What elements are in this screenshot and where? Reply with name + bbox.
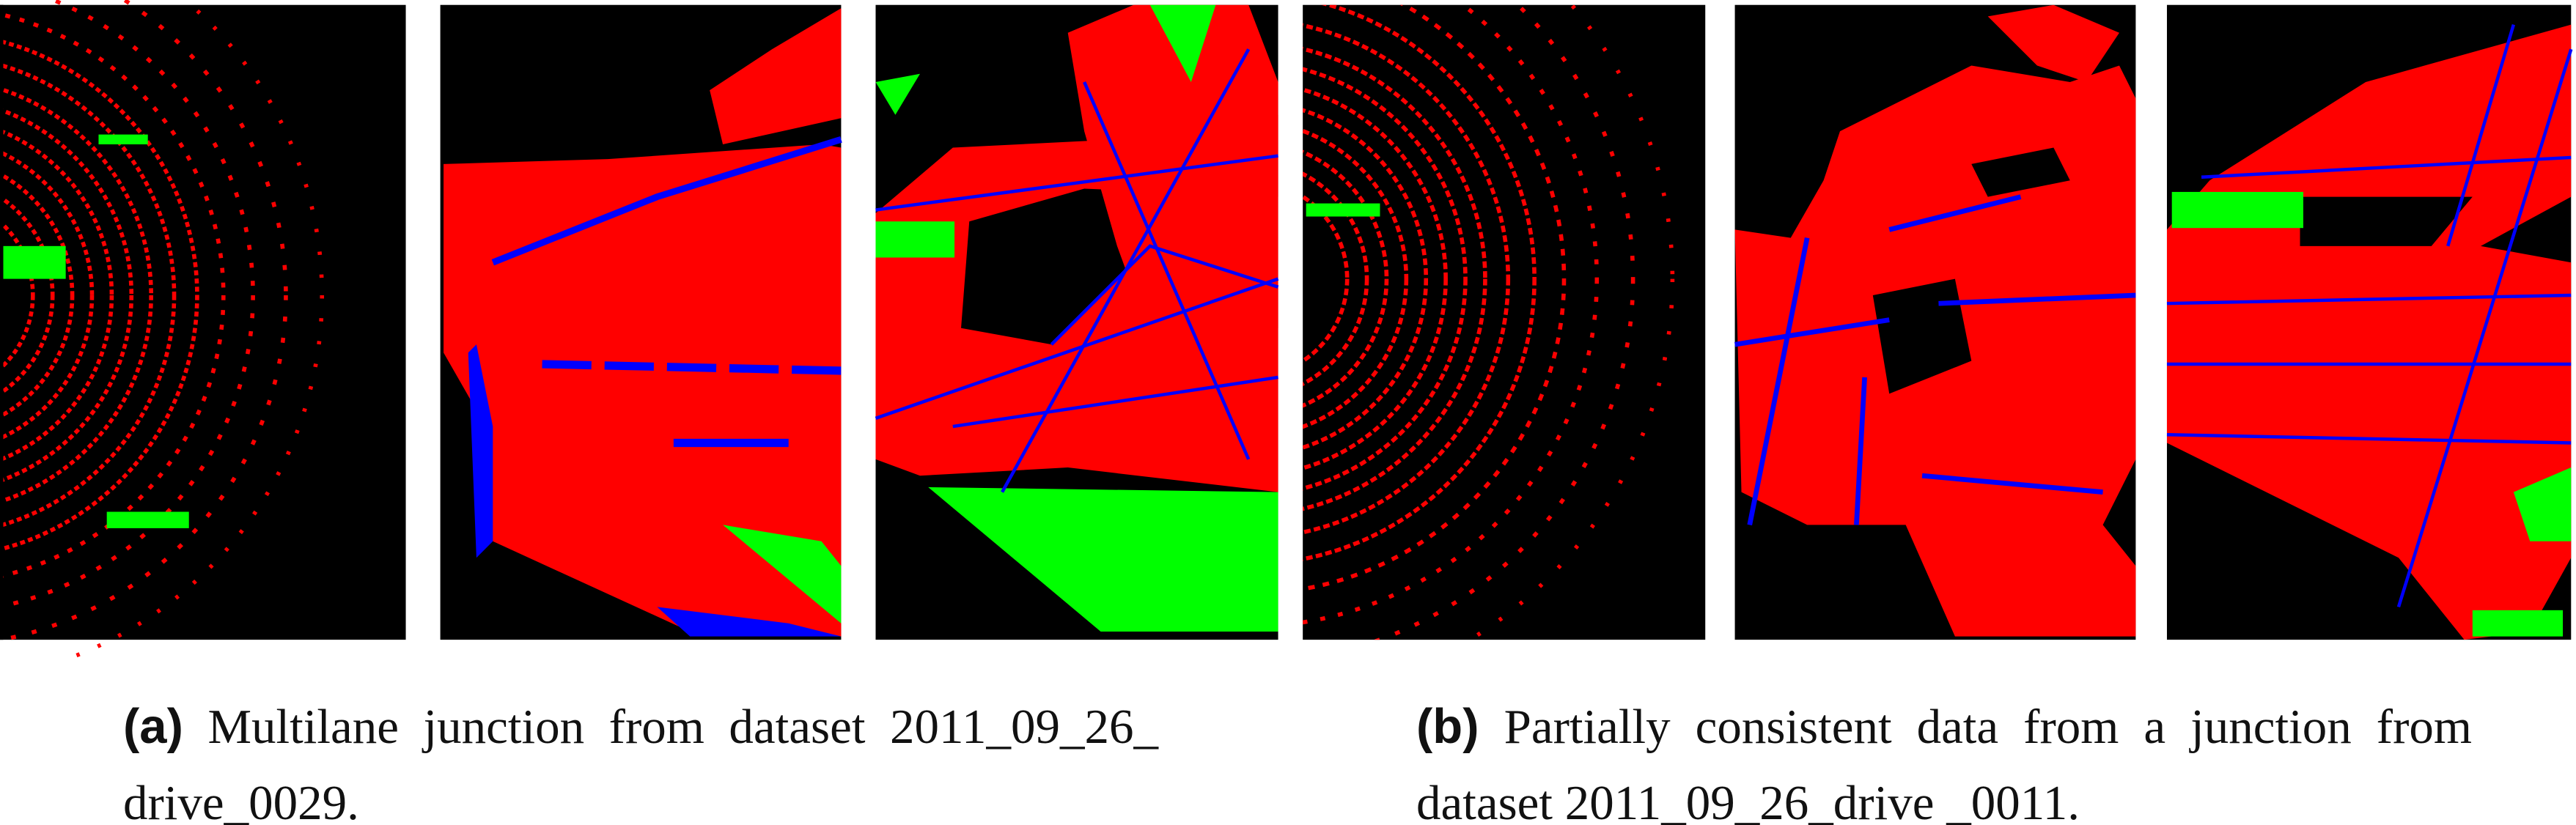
panel bbox=[440, 4, 842, 640]
caption: (b) Partially consistent data from a jun… bbox=[1416, 689, 2472, 825]
panel bbox=[1303, 4, 1706, 640]
caption-label: (b) bbox=[1416, 699, 1479, 754]
panel bbox=[875, 4, 1279, 640]
panel bbox=[2166, 4, 2573, 640]
caption: (a) Multilane junction from dataset 2011… bbox=[123, 689, 1158, 825]
caption-text: Multilane junction from dataset 2011_09_… bbox=[123, 700, 1159, 825]
panel bbox=[0, 0, 406, 659]
panel bbox=[1734, 4, 2136, 640]
caption-label: (a) bbox=[123, 699, 183, 754]
caption-text: Partially consistent data from a junctio… bbox=[1416, 700, 2472, 825]
panels bbox=[0, 0, 2573, 659]
